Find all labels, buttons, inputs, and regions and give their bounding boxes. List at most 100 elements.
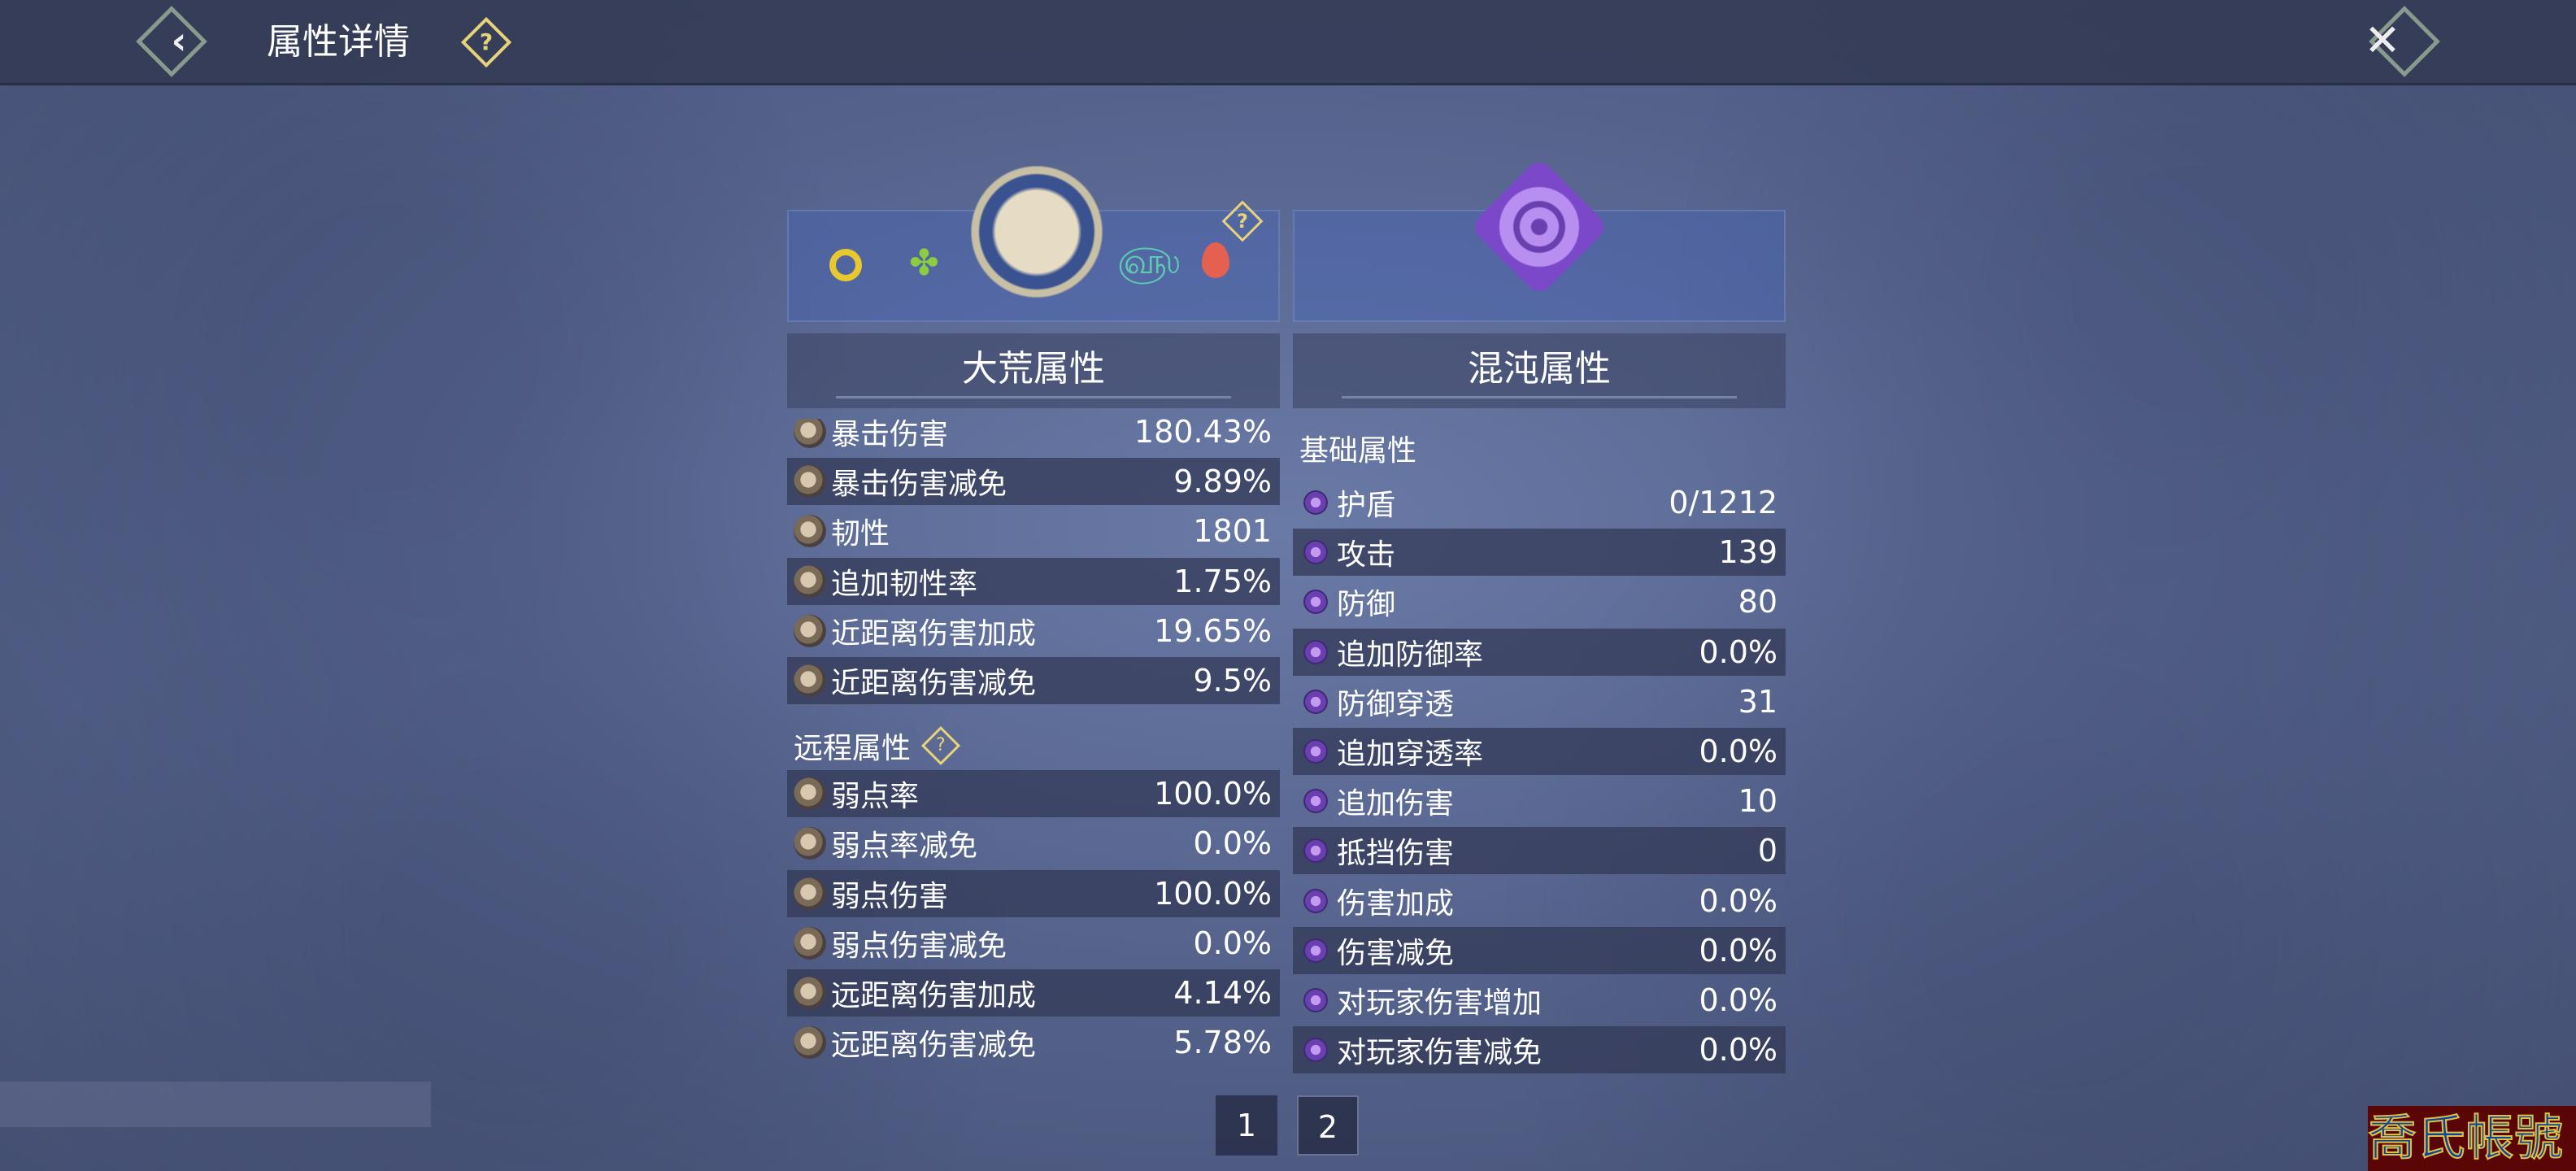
attribute-icon <box>1298 585 1334 620</box>
top-bar: ‹ 属性详情 ? ✕ <box>0 0 2576 85</box>
attribute-icon <box>1298 883 1334 918</box>
divider <box>836 396 1231 398</box>
attribute-label: 弱点率 <box>831 780 920 814</box>
attribute-value: 180.43% <box>1134 419 1272 450</box>
attribute-label: 对玩家伤害增加 <box>1337 986 1543 1020</box>
attribute-row: 攻击 139 <box>1293 529 1786 577</box>
attribute-label: 弱点率减免 <box>831 829 978 864</box>
attribute-icon <box>794 977 826 1009</box>
attribute-icon <box>1298 684 1334 720</box>
attribute-value: 0.0% <box>1699 932 1778 969</box>
attribute-icon <box>1298 834 1334 868</box>
attribute-row: 追加韧性率 1.75% <box>787 557 1280 605</box>
right-attribute-list[interactable]: 基础属性 护盾 0/1212 攻击 139 防御 80 追加防御率 0.0% 防御穿透 31 追加穿透… <box>1293 419 1786 1073</box>
attribute-icon <box>794 564 826 598</box>
attribute-row: 弱点伤害 100.0% <box>787 869 1280 917</box>
attribute-value: 139 <box>1718 534 1778 571</box>
help-icon[interactable]: ? <box>479 28 494 55</box>
left-panel-title-text: 大荒属性 <box>962 348 1105 390</box>
attribute-value: 4.14% <box>1173 975 1272 1011</box>
attribute-value: 0 <box>1757 833 1778 869</box>
attribute-row: 伤害减免 0.0% <box>1293 926 1786 974</box>
moon-icon <box>829 249 862 281</box>
attribute-row: 近距离伤害加成 19.65% <box>787 607 1280 655</box>
attribute-icon <box>794 926 826 960</box>
attribute-row: 暴击伤害 180.43% <box>787 419 1280 455</box>
attribute-label: 对玩家伤害减免 <box>1337 1036 1543 1070</box>
page-button-2[interactable]: 2 <box>1297 1095 1359 1156</box>
attribute-value: 0.0% <box>1699 882 1778 919</box>
section-header-ranged: 远程属性? <box>794 725 961 767</box>
section-title: 基础属性 <box>1299 434 1417 468</box>
section-title: 远程属性 <box>794 732 912 766</box>
attribute-value: 31 <box>1738 683 1778 720</box>
page-button-1[interactable]: 1 <box>1216 1095 1277 1156</box>
back-icon[interactable]: ‹ <box>171 19 187 63</box>
attribute-label: 远距离伤害减免 <box>831 1029 1037 1063</box>
attribute-value: 100.0% <box>1154 776 1272 812</box>
left-attribute-list[interactable]: 暴击伤害 180.43% 暴击伤害减免 9.89% 韧性 1801 追加韧性率 1.75% 近距… <box>787 419 1280 1073</box>
attribute-label: 近距离伤害加成 <box>831 616 1037 651</box>
watermark: 喬氏帳號 <box>2368 1106 2576 1171</box>
attribute-value: 0.0% <box>1193 825 1272 862</box>
attribute-icon <box>794 465 826 498</box>
attribute-label: 防御穿透 <box>1337 687 1455 721</box>
attribute-label: 护盾 <box>1337 489 1396 522</box>
attribute-value: 1.75% <box>1173 563 1272 599</box>
ranged-help-icon[interactable]: ? <box>920 726 961 766</box>
right-panel-title-text: 混沌属性 <box>1468 348 1611 390</box>
attribute-row: 暴击伤害减免 9.89% <box>787 458 1280 506</box>
attribute-label: 伤害加成 <box>1337 886 1455 921</box>
attribute-label: 伤害减免 <box>1337 936 1455 970</box>
wild-emblem-icon <box>968 163 1106 301</box>
page-title: 属性详情 <box>267 21 410 63</box>
attribute-icon <box>794 827 826 860</box>
attribute-row: 弱点伤害减免 0.0% <box>787 920 1280 967</box>
divider <box>1342 396 1737 398</box>
attribute-icon <box>1298 1032 1334 1068</box>
attribute-row: 近距离伤害减免 9.5% <box>787 657 1280 704</box>
attribute-value: 0.0% <box>1193 925 1272 961</box>
attribute-value: 80 <box>1738 584 1778 620</box>
attribute-label: 追加防御率 <box>1337 638 1484 672</box>
attribute-row: 防御 80 <box>1293 578 1786 625</box>
attribute-icon <box>1298 634 1334 669</box>
attribute-icon <box>1298 982 1334 1018</box>
attribute-value: 10 <box>1738 783 1778 820</box>
attribute-icon <box>794 664 826 697</box>
left-strip <box>0 1082 431 1127</box>
attribute-row: 追加伤害 10 <box>1293 777 1786 825</box>
attribute-icon <box>794 1026 826 1060</box>
attribute-value: 0.0% <box>1699 633 1778 670</box>
close-icon[interactable]: ✕ <box>2364 15 2401 66</box>
attribute-icon <box>794 877 826 910</box>
cloud-icon: ௵ <box>1117 241 1181 282</box>
attribute-icon <box>794 777 826 811</box>
attribute-row: 抵挡伤害 0 <box>1293 827 1786 875</box>
attribute-value: 9.5% <box>1193 663 1272 699</box>
attribute-icon <box>1298 534 1334 570</box>
attribute-value: 0.0% <box>1699 1032 1778 1069</box>
attribute-label: 弱点伤害减免 <box>831 929 1007 963</box>
attribute-value: 100.0% <box>1154 875 1272 912</box>
attribute-value: 1801 <box>1193 513 1272 550</box>
left-panel-title: 大荒属性 <box>787 333 1280 408</box>
element-help-icon[interactable]: ? <box>1237 210 1248 233</box>
attribute-label: 暴击伤害减免 <box>831 468 1007 502</box>
attribute-row: 弱点率减免 0.0% <box>787 820 1280 867</box>
attribute-value: 9.89% <box>1173 464 1272 500</box>
section-header-basic: 基础属性 <box>1299 427 1416 469</box>
attribute-icon <box>794 419 826 448</box>
attribute-label: 远距离伤害加成 <box>831 979 1037 1012</box>
attribute-value: 5.78% <box>1173 1025 1272 1061</box>
attribute-row: 对玩家伤害减免 0.0% <box>1293 1026 1786 1073</box>
attribute-row: 远距离伤害加成 4.14% <box>787 969 1280 1016</box>
attribute-value: 0/1212 <box>1669 485 1778 520</box>
attribute-label: 抵挡伤害 <box>1337 837 1455 871</box>
attribute-label: 弱点伤害 <box>831 879 949 913</box>
attribute-row: 伤害加成 0.0% <box>1293 877 1786 925</box>
attribute-label: 攻击 <box>1337 538 1396 572</box>
attribute-row: 弱点率 100.0% <box>787 770 1280 818</box>
attribute-icon <box>1298 485 1334 520</box>
